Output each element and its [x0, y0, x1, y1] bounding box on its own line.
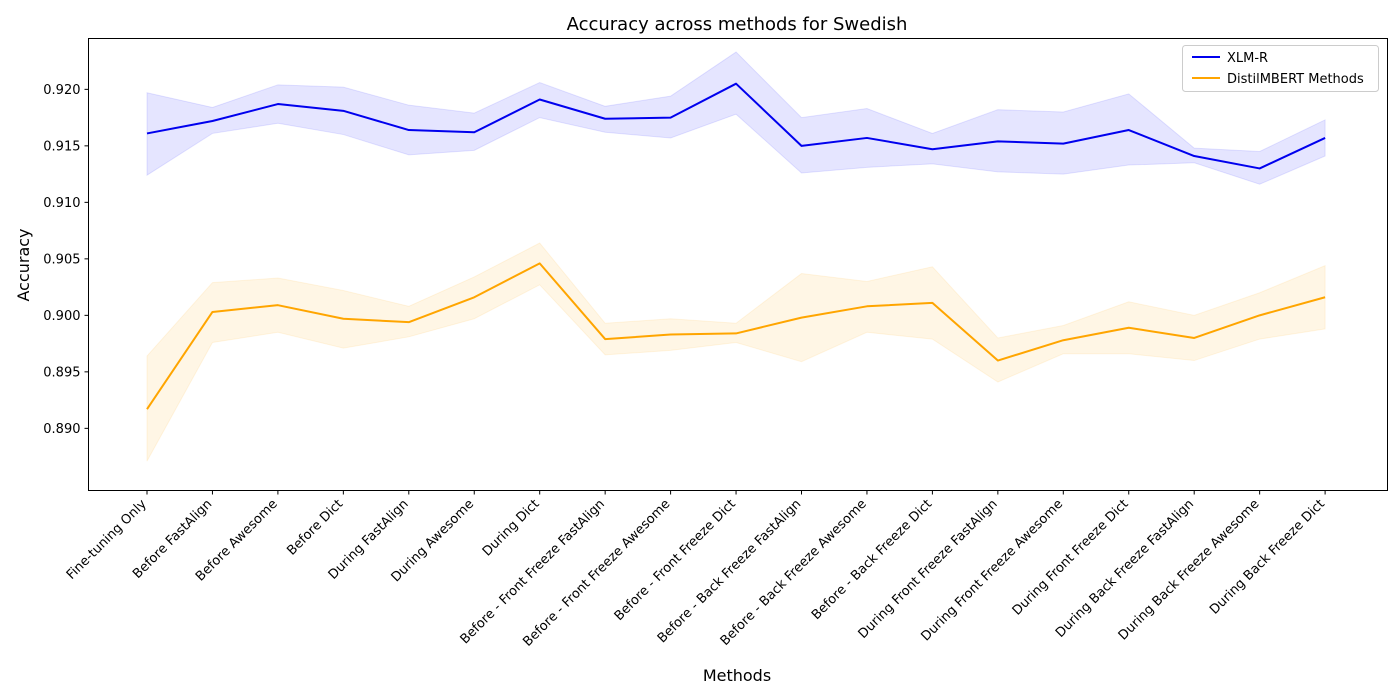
band-xlm-r — [146, 51, 1326, 185]
y-tick-label: 0.920 — [43, 83, 80, 98]
y-tick-label: 0.910 — [43, 196, 80, 211]
plot-frame — [88, 38, 1388, 491]
y-tick-label: 0.900 — [43, 309, 80, 324]
y-axis-label: Accuracy — [14, 228, 33, 301]
y-tick-label: 0.915 — [43, 139, 80, 154]
legend-box — [1182, 45, 1379, 92]
legend-label-distilmbert: DistilMBERT Methods — [1227, 72, 1364, 87]
legend-label-xlmr: XLM-R — [1227, 51, 1268, 66]
y-axis: 0.890 0.895 0.900 0.905 0.910 0.915 0.920 — [43, 83, 89, 437]
band-distilmbert-methods — [146, 242, 1326, 462]
chart-title: Accuracy across methods for Swedish — [567, 14, 908, 35]
y-tick-label: 0.905 — [43, 252, 80, 267]
series-lines — [146, 82, 1326, 410]
y-tick-label: 0.895 — [43, 365, 80, 380]
confidence-bands — [146, 51, 1326, 462]
y-tick-label: 0.890 — [43, 422, 80, 437]
legend: XLM-R DistilMBERT Methods — [1182, 45, 1379, 92]
x-axis-label: Methods — [703, 666, 771, 685]
